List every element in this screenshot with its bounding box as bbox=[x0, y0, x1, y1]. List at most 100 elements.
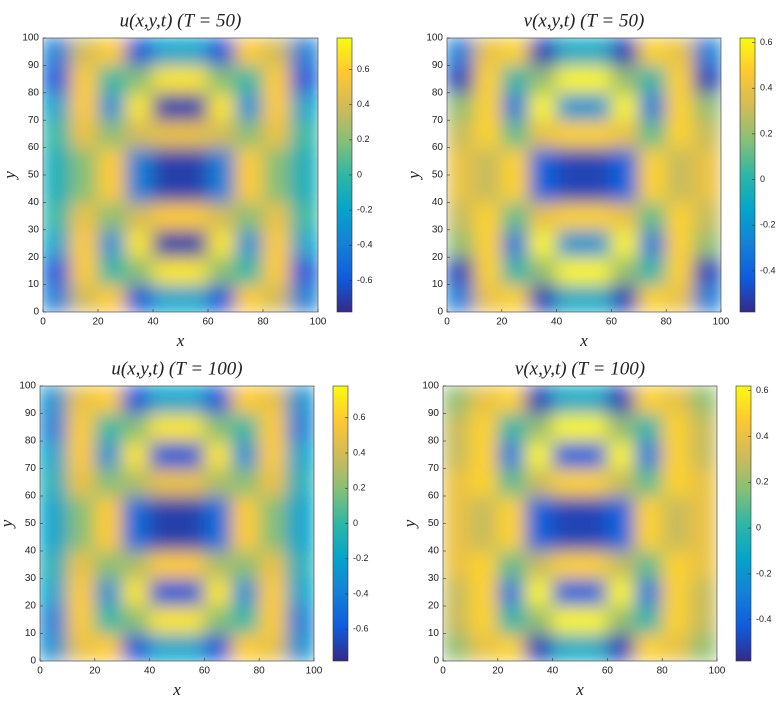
heatmap-cell bbox=[606, 605, 636, 634]
heatmap-cell bbox=[606, 523, 636, 552]
heatmap-cell bbox=[634, 413, 663, 442]
heatmap-cell bbox=[66, 605, 96, 634]
heatmap-cell bbox=[665, 119, 695, 149]
heatmap-cell bbox=[207, 201, 236, 231]
y-tick-label: 0 bbox=[33, 307, 39, 318]
heatmap-cell bbox=[556, 256, 585, 286]
x-axis-label: x bbox=[575, 680, 584, 699]
heatmap-cell bbox=[70, 256, 99, 286]
heatmap-cell bbox=[152, 119, 181, 149]
chart-title: u(x,y,t) (T = 50) bbox=[120, 10, 242, 31]
y-tick-label: 30 bbox=[432, 224, 444, 235]
heatmap-cell bbox=[152, 64, 181, 94]
heatmap-cell bbox=[552, 468, 581, 497]
heatmap-cell bbox=[501, 201, 530, 231]
heatmap-cell bbox=[94, 578, 123, 607]
x-tick-label: 100 bbox=[713, 317, 730, 328]
y-tick-label: 10 bbox=[25, 628, 37, 639]
colorbar bbox=[735, 385, 752, 662]
heatmap-cell bbox=[579, 605, 608, 634]
x-tick-label: 40 bbox=[144, 666, 156, 677]
y-tick-label: 50 bbox=[428, 518, 440, 529]
heatmap-cell bbox=[262, 147, 291, 176]
x-tick-label: 40 bbox=[551, 317, 563, 328]
heatmap-cell bbox=[606, 468, 636, 497]
heatmap-cell bbox=[552, 440, 581, 469]
colorbar-tick-label: 0.2 bbox=[760, 128, 773, 138]
heatmap-cell bbox=[121, 440, 151, 469]
y-tick-label: 20 bbox=[432, 252, 444, 263]
heatmap-cell bbox=[497, 440, 526, 469]
heatmap-cell bbox=[497, 633, 526, 662]
x-tick-label: 60 bbox=[602, 666, 614, 677]
heatmap-cell bbox=[42, 119, 71, 149]
x-tick-label: 20 bbox=[492, 666, 504, 677]
y-tick-label: 0 bbox=[433, 656, 439, 667]
heatmap-cell bbox=[42, 37, 71, 66]
heatmap-cell bbox=[661, 440, 691, 469]
x-tick-label: 80 bbox=[257, 317, 269, 328]
heatmap-cell bbox=[693, 174, 722, 203]
heatmap-cell bbox=[290, 256, 319, 286]
heatmap-cell bbox=[94, 385, 123, 414]
heatmap-cell bbox=[286, 550, 315, 579]
heatmap-cell bbox=[207, 64, 236, 94]
heatmap-cell bbox=[203, 605, 233, 634]
heatmap-cell bbox=[556, 147, 585, 176]
heatmap-cell bbox=[469, 550, 499, 579]
heatmap-cell bbox=[661, 413, 691, 442]
heatmap-cell bbox=[152, 284, 181, 313]
heatmap-cell bbox=[203, 440, 233, 469]
heatmap-cell bbox=[176, 578, 205, 607]
heatmap-cell bbox=[634, 523, 663, 552]
heatmap-cell bbox=[176, 440, 205, 469]
y-tick-label: 70 bbox=[25, 463, 37, 474]
heatmap-cell bbox=[290, 64, 319, 94]
heatmap-cell bbox=[121, 385, 151, 414]
heatmap-cell bbox=[446, 64, 475, 94]
heatmap-cell bbox=[442, 468, 471, 497]
heatmap-cell bbox=[286, 385, 315, 414]
heatmap-cell bbox=[203, 633, 233, 662]
heatmap-cell bbox=[39, 440, 68, 469]
heatmap-cell bbox=[665, 64, 695, 94]
heatmap-cell bbox=[556, 64, 585, 94]
heatmap-cell bbox=[473, 174, 503, 203]
heatmap-cell bbox=[125, 284, 154, 313]
heatmap-cell bbox=[231, 468, 260, 497]
heatmap-cell bbox=[152, 174, 181, 203]
heatmap-cell bbox=[634, 550, 663, 579]
heatmap-cell bbox=[94, 413, 123, 442]
heatmap-cell bbox=[125, 147, 154, 176]
heatmap-cell bbox=[262, 174, 291, 203]
heatmap-cell bbox=[231, 385, 260, 414]
heatmap-cell bbox=[528, 201, 558, 231]
x-tick-label: 60 bbox=[606, 317, 618, 328]
heatmap-cell bbox=[473, 256, 503, 286]
colorbar-tick-label: -0.2 bbox=[756, 568, 772, 578]
heatmap-cell bbox=[665, 147, 695, 176]
heatmap-cell bbox=[176, 550, 205, 579]
y-tick-label: 10 bbox=[432, 279, 444, 290]
heatmap-cell bbox=[497, 605, 526, 634]
heatmap-cell bbox=[97, 119, 126, 149]
y-tick-label: 20 bbox=[25, 601, 37, 612]
chart-title: u(x,y,t) (T = 100) bbox=[111, 358, 242, 379]
y-tick-label: 0 bbox=[437, 307, 443, 318]
heatmap-cell bbox=[42, 229, 71, 258]
heatmap-cell bbox=[524, 495, 554, 524]
chart-title: v(x,y,t) (T = 100) bbox=[515, 358, 645, 379]
heatmap-cell bbox=[70, 64, 99, 94]
y-tick-label: 100 bbox=[426, 33, 443, 44]
heatmap-cell bbox=[262, 284, 291, 313]
heatmap-cell bbox=[66, 578, 96, 607]
heatmap-cell bbox=[665, 256, 695, 286]
heatmap-cell bbox=[231, 550, 260, 579]
heatmap-cell bbox=[235, 147, 264, 176]
y-tick-label: 40 bbox=[25, 546, 37, 557]
heatmap-cell bbox=[290, 37, 319, 66]
y-tick-label: 60 bbox=[432, 142, 444, 153]
heatmap-cell bbox=[97, 256, 126, 286]
heatmap-cell bbox=[207, 229, 236, 258]
